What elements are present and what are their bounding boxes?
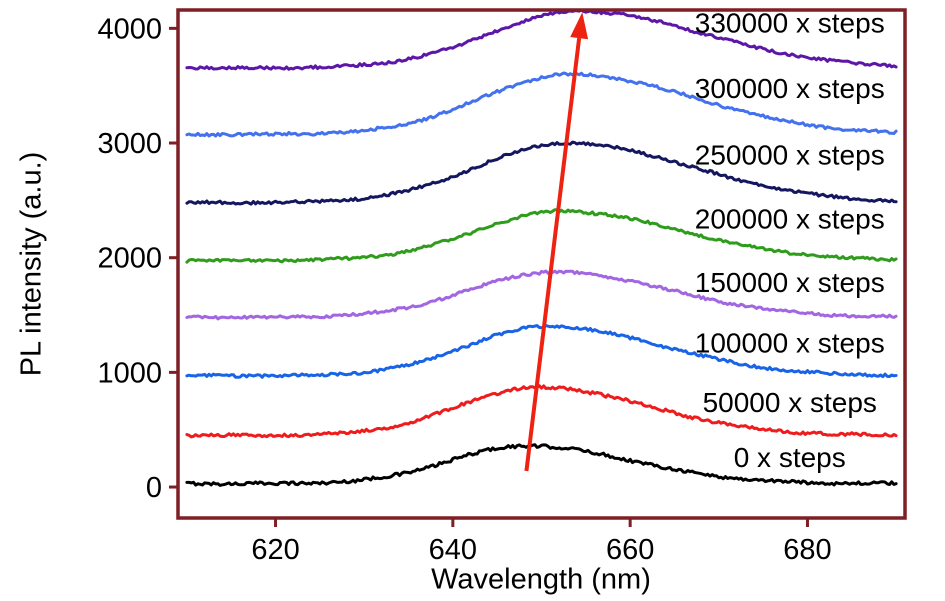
series-label: 330000 x steps [695, 8, 885, 39]
spectrum-curve-330000-x-steps [185, 8, 898, 71]
spectrum-curve-250000-x-steps [185, 140, 898, 206]
series-label: 300000 x steps [695, 73, 885, 104]
spectrum-curve-0-x-steps [185, 443, 898, 487]
series-label: 50000 x steps [703, 387, 877, 418]
x-tick-label: 640 [429, 534, 477, 566]
spectrum-curve-100000-x-steps [185, 324, 898, 379]
spectrum-curve-300000-x-steps [185, 71, 898, 138]
spectrum-curve-150000-x-steps [185, 269, 898, 321]
plot-frame [176, 8, 907, 520]
series-label: 150000 x steps [695, 267, 885, 298]
x-tick-label: 660 [606, 534, 654, 566]
spectrum-curve-50000-x-steps [185, 384, 898, 439]
series-label: 100000 x steps [695, 328, 885, 359]
y-tick-label: 1000 [97, 357, 162, 389]
series-label: 0 x steps [734, 442, 846, 473]
spectrum-curve-200000-x-steps [185, 208, 898, 264]
x-axis-title: Wavelength (nm) [431, 563, 651, 596]
x-tick-label: 680 [783, 534, 831, 566]
y-tick-label: 3000 [97, 128, 162, 160]
y-tick-label: 4000 [97, 13, 162, 45]
x-tick-label: 620 [251, 534, 299, 566]
y-tick-label: 0 [146, 472, 162, 504]
series-label: 250000 x steps [695, 139, 885, 170]
peak-shift-arrow-shaft [524, 37, 582, 472]
peak-shift-arrow-head [570, 12, 589, 40]
y-axis-title: PL intensity (a.u.) [15, 151, 48, 377]
y-tick-label: 2000 [97, 243, 162, 275]
series-label: 200000 x steps [695, 204, 885, 235]
